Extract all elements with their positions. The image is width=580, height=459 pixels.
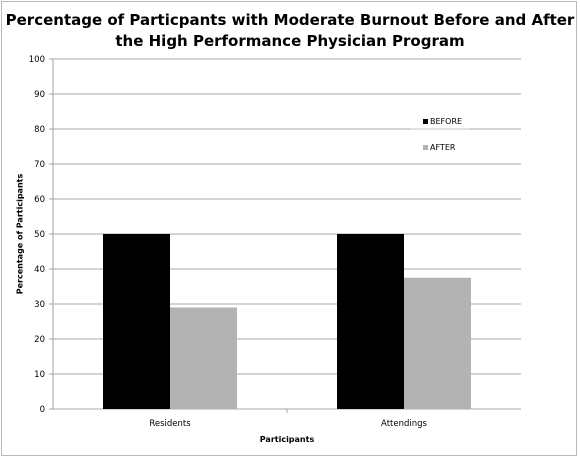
chart-title-line-2: the High Performance Physician Program bbox=[115, 32, 465, 50]
bar-before-attendings bbox=[337, 234, 404, 409]
bar-after-attendings bbox=[404, 277, 471, 409]
y-tick-label: 40 bbox=[34, 265, 45, 275]
legend-label: BEFORE bbox=[430, 117, 462, 126]
chart-title-line-1: Percentage of Particpants with Moderate … bbox=[5, 11, 575, 29]
y-tick-label: 30 bbox=[34, 300, 45, 310]
y-tick-label: 50 bbox=[34, 230, 45, 240]
x-axis-label: Participants bbox=[259, 435, 315, 444]
y-tick-label: 10 bbox=[34, 370, 45, 380]
bar-after-residents bbox=[170, 307, 237, 409]
y-tick-label: 70 bbox=[34, 160, 45, 170]
bar-before-residents bbox=[103, 234, 170, 409]
y-tick-label: 0 bbox=[40, 405, 45, 415]
y-tick-label: 90 bbox=[34, 90, 45, 100]
y-tick-label: 100 bbox=[29, 55, 45, 65]
legend-label: AFTER bbox=[430, 143, 456, 152]
y-tick-label: 60 bbox=[34, 195, 45, 205]
chart-title: Percentage of Particpants with Moderate … bbox=[0, 10, 580, 52]
x-tick-label: Residents bbox=[149, 419, 191, 429]
legend-swatch bbox=[423, 145, 428, 150]
y-tick-label: 20 bbox=[34, 335, 45, 345]
x-tick-label: Attendings bbox=[381, 419, 427, 429]
legend-swatch bbox=[423, 119, 428, 124]
y-tick-label: 80 bbox=[34, 125, 45, 135]
